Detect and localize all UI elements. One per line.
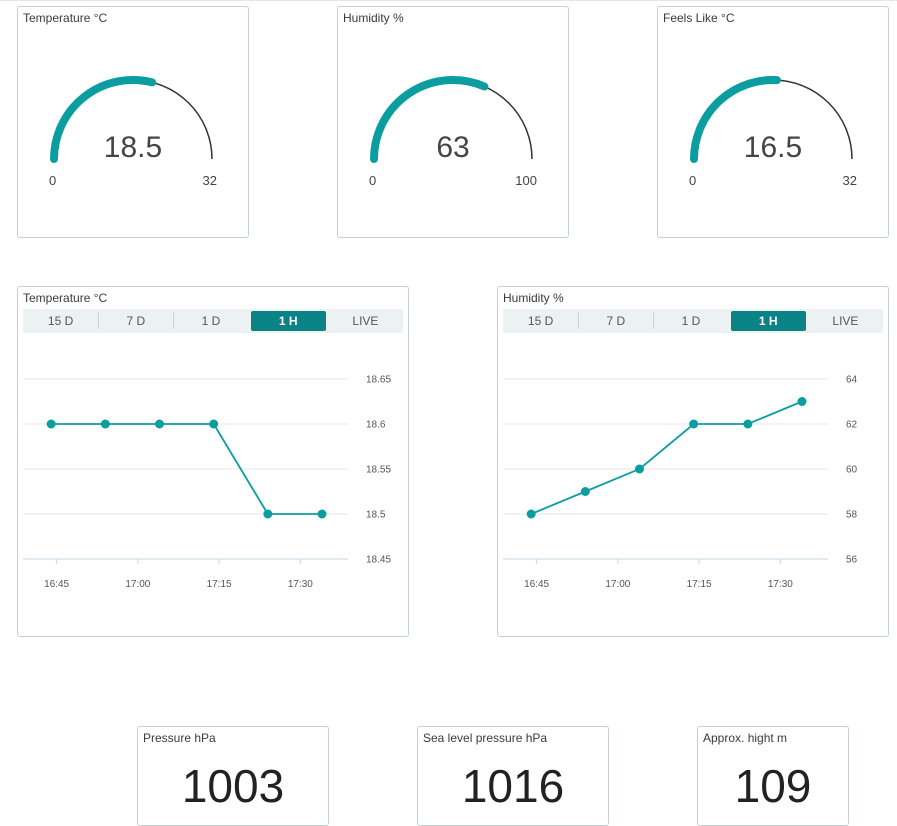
series-line <box>51 423 322 515</box>
data-point <box>580 487 590 496</box>
gauge-value: 18.5 <box>103 131 163 164</box>
data-point <box>263 509 273 519</box>
y-tick-label: 18.6 <box>366 420 386 431</box>
tab-7d[interactable]: 7 D <box>98 309 173 333</box>
tab-live[interactable]: LIVE <box>352 314 379 328</box>
tab-15d[interactable]: 15 D <box>527 314 554 328</box>
data-point <box>46 419 56 429</box>
x-tick-label: 17:15 <box>207 579 232 590</box>
gauge-fill <box>690 76 781 163</box>
gauge-fill <box>370 76 489 163</box>
data-point <box>689 419 699 429</box>
gauge-min-label: 0 <box>49 173 57 188</box>
gauge-max-label: 32 <box>842 173 857 188</box>
tab-1h[interactable]: 1 H <box>730 311 806 331</box>
gauge-dial <box>50 76 213 163</box>
gauge-dial <box>690 76 853 163</box>
tab-15d[interactable]: 15 D <box>47 314 74 328</box>
data-point <box>209 419 219 429</box>
data-point <box>635 464 644 474</box>
humidity-gauge-widget: Humidity % 63 0 100 <box>337 6 569 238</box>
gauge-fill <box>50 76 157 163</box>
x-tick-label: 16:45 <box>44 579 69 590</box>
value-display: 1003 <box>181 760 285 812</box>
value-display: 1016 <box>461 760 565 812</box>
widget-title: Pressure hPa <box>143 731 216 745</box>
y-tick-label: 18.45 <box>366 555 391 566</box>
gauge-max-label: 100 <box>515 173 537 188</box>
feels-like-gauge-widget: Feels Like °C 16.5 0 32 <box>657 6 889 238</box>
tab-1d[interactable]: 1 D <box>173 309 248 333</box>
widget-title: Sea level pressure hPa <box>423 731 548 745</box>
x-tick-label: 17:00 <box>125 579 150 590</box>
tab-live[interactable]: LIVE <box>832 314 859 328</box>
x-tick-label: 17:30 <box>288 579 313 590</box>
gauge-value: 16.5 <box>743 131 803 164</box>
time-range-tabs: 15 D 7 D 1 D 1 H LIVE <box>23 309 403 333</box>
widget-title: Temperature °C <box>23 11 108 25</box>
data-point <box>317 509 327 519</box>
time-range-tabs: 15 D 7 D 1 D 1 H LIVE <box>503 309 883 333</box>
y-tick-label: 60 <box>846 465 858 476</box>
y-tick-label: 64 <box>846 375 858 386</box>
temperature-chart-widget: Temperature °C 15 D 7 D 1 D 1 H LIVE 18.… <box>17 286 409 637</box>
data-point <box>797 397 807 406</box>
gauge-max-label: 32 <box>202 173 217 188</box>
gauge-min-label: 0 <box>369 173 377 188</box>
x-tick-label: 17:00 <box>605 579 630 590</box>
tab-1d[interactable]: 1 D <box>653 309 728 333</box>
sea-level-pressure-value-widget: Sea level pressure hPa 1016 <box>417 726 609 826</box>
data-point <box>100 419 110 429</box>
altitude-value-widget: Approx. hight m 109 <box>697 726 849 826</box>
widget-title: Humidity % <box>503 291 564 305</box>
data-point <box>155 419 164 429</box>
tab-7d[interactable]: 7 D <box>578 309 653 333</box>
data-point <box>526 509 536 519</box>
y-tick-label: 18.5 <box>366 510 386 521</box>
x-tick-label: 17:15 <box>687 579 712 590</box>
gauge-value: 63 <box>436 131 470 164</box>
y-tick-label: 18.55 <box>366 465 391 476</box>
value-display: 109 <box>734 760 812 812</box>
x-tick-label: 17:30 <box>768 579 793 590</box>
widget-title: Humidity % <box>343 11 404 25</box>
gauge-dial <box>370 76 533 163</box>
data-point <box>743 419 753 429</box>
x-tick-label: 16:45 <box>524 579 549 590</box>
pressure-value-widget: Pressure hPa 1003 <box>137 726 329 826</box>
widget-title: Temperature °C <box>23 291 108 305</box>
widget-title: Approx. hight m <box>703 731 788 745</box>
y-tick-label: 18.65 <box>366 375 391 386</box>
widget-title: Feels Like °C <box>663 11 735 25</box>
y-tick-label: 62 <box>846 420 858 431</box>
y-tick-label: 58 <box>846 510 858 521</box>
line-chart: 56 58 60 62 64 16:45 17:00 17:15 17:30 <box>503 375 858 590</box>
series-line <box>530 400 803 515</box>
gauge-min-label: 0 <box>689 173 697 188</box>
temperature-gauge-widget: Temperature °C 18.5 0 32 <box>17 6 249 238</box>
line-chart: 18.45 18.5 18.55 18.6 18.65 16:45 17:00 17:15 17… <box>23 375 391 590</box>
y-tick-label: 56 <box>846 555 858 566</box>
humidity-chart-widget: Humidity % 15 D 7 D 1 D 1 H LIVE 56 58 60 6… <box>497 286 889 637</box>
tab-1h[interactable]: 1 H <box>250 311 326 331</box>
